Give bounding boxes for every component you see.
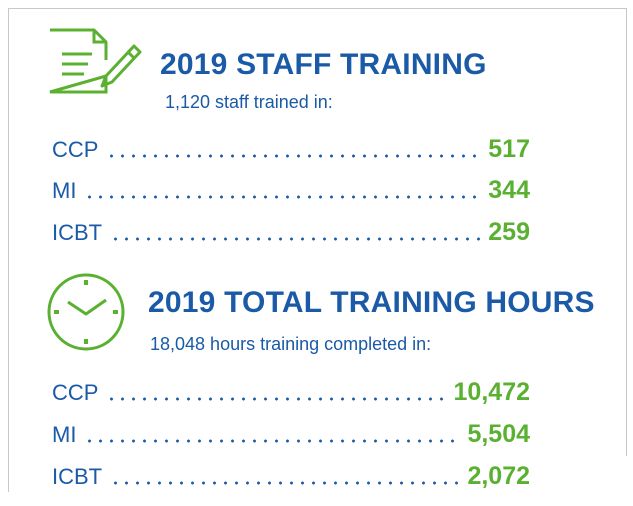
document-icon xyxy=(49,28,142,94)
frame-left xyxy=(8,8,9,492)
row-value: 5,504 xyxy=(467,420,530,448)
frame-right xyxy=(626,8,627,456)
section-title: 2019 STAFF TRAINING xyxy=(160,48,487,81)
section-title: 2019 TOTAL TRAINING HOURS xyxy=(148,286,595,319)
leader-dots xyxy=(106,396,446,402)
row: CCP 517 xyxy=(52,130,530,164)
row-label: ICBT xyxy=(52,220,103,245)
row-label: ICBT xyxy=(52,464,103,489)
row-label: CCP xyxy=(52,380,99,405)
row: MI 5,504 xyxy=(52,415,530,449)
leader-dots xyxy=(84,438,460,444)
leader-dots xyxy=(110,236,481,242)
section-subtitle: 18,048 hours training completed in: xyxy=(150,334,432,354)
row: MI 344 xyxy=(52,171,530,205)
row: ICBT 259 xyxy=(52,213,530,247)
frame-top xyxy=(8,8,626,9)
row-label: CCP xyxy=(52,137,99,162)
leader-dots xyxy=(106,153,481,159)
row: ICBT 2,072 xyxy=(52,457,530,491)
clock-icon xyxy=(47,273,125,351)
row-label: MI xyxy=(52,422,77,447)
row-value: 517 xyxy=(488,135,530,163)
leader-dots xyxy=(84,194,481,200)
row: CCP 10,472 xyxy=(52,373,530,407)
section-subtitle: 1,120 staff trained in: xyxy=(165,92,333,112)
row-value: 259 xyxy=(488,218,530,246)
row-label: MI xyxy=(52,178,77,203)
leader-dots xyxy=(110,480,460,486)
row-value: 2,072 xyxy=(467,462,530,490)
row-value: 10,472 xyxy=(453,378,530,406)
row-value: 344 xyxy=(488,176,530,204)
